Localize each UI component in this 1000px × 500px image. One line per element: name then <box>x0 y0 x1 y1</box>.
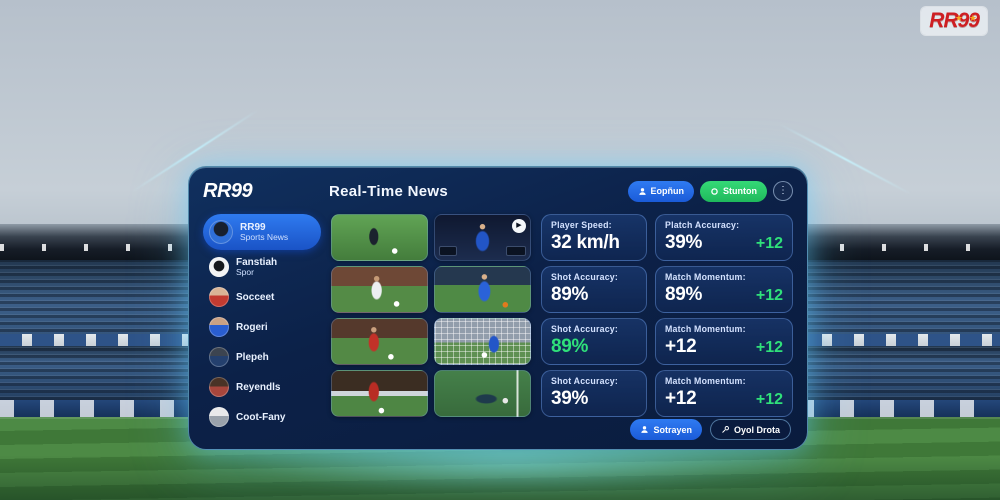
panel-header: RR99 Real-Time News Eopñun Stunton ⋮ <box>189 167 807 209</box>
play-icon[interactable]: ▶ <box>512 219 526 233</box>
settings-button-label: Oyol Drota <box>733 424 780 435</box>
stat-value: 32 km/h <box>551 232 620 253</box>
status-button-label: Stunton <box>723 186 757 196</box>
stat-label: Shot Accuracy: <box>551 376 619 386</box>
sidebar-item-plepeh[interactable]: Plepeh <box>203 344 321 370</box>
video-thumbnail[interactable] <box>331 370 428 417</box>
star-icon: ★ <box>968 13 977 23</box>
person-icon <box>638 187 647 196</box>
account-button[interactable]: Eopñun <box>627 180 694 202</box>
app-logo: RR99 <box>203 179 253 202</box>
corner-brand-logo: RR99 ★ ★ <box>921 7 987 35</box>
status-button[interactable]: Stunton <box>700 180 767 202</box>
sidebar-item-sublabel: Spor <box>236 266 254 277</box>
sidebar-item-reyendls[interactable]: Reyendls <box>203 374 321 400</box>
stat-label: Match Momentum: <box>665 376 746 386</box>
stat-label: Match Momentum: <box>665 272 746 282</box>
sidebar-item-socceet[interactable]: Socceet <box>203 284 321 310</box>
star-icon: ★ <box>954 13 963 23</box>
stat-value: 89% <box>551 284 589 305</box>
video-thumbnail[interactable] <box>434 370 531 417</box>
stat-card-match-momentum: Match Momentum: 89% +12 <box>655 266 793 313</box>
avatar <box>209 287 229 307</box>
sidebar-item-label: Socceet <box>236 291 275 303</box>
sidebar-item-label: Reyendls <box>236 381 281 393</box>
stat-value: +12 <box>665 336 697 357</box>
panel-body: RR99 Sports News Fanstiah Spor Socceet R… <box>189 209 807 430</box>
sidebar-item-coot-fany[interactable]: Coot-Fany <box>203 404 321 430</box>
stat-value: +12 <box>665 388 697 409</box>
sidebar-item-label: Coot-Fany <box>236 411 286 423</box>
video-thumbnail[interactable] <box>331 318 428 365</box>
subscribe-button-label: Sotrayen <box>653 424 692 435</box>
stat-delta: +12 <box>755 287 783 304</box>
brand-text: RR99 <box>929 9 980 32</box>
stat-card-shot-accuracy: Shot Accuracy: 89% <box>541 318 647 365</box>
sports-news-panel: RR99 Real-Time News Eopñun Stunton ⋮ <box>188 166 808 450</box>
stat-delta: +12 <box>755 339 783 356</box>
avatar <box>209 317 229 337</box>
page-title: Real-Time News <box>329 182 448 200</box>
sidebar-item-label: Rogeri <box>236 321 268 333</box>
account-button-label: Eopñun <box>650 186 685 196</box>
panel-footer: Sotrayen Oyol Drota <box>630 419 791 440</box>
video-thumbnail[interactable] <box>434 266 531 313</box>
settings-button[interactable]: Oyol Drota <box>709 419 791 440</box>
video-thumbnail-grid: ▶ <box>331 214 531 430</box>
sidebar-item-rr99-sports-news[interactable]: RR99 Sports News <box>203 214 321 250</box>
stat-label: Match Momentum: <box>665 324 746 334</box>
sidebar-item-label: Fanstiah <box>236 256 278 268</box>
stats-grid: Player Speed: 32 km/h Platch Accuracy: 3… <box>541 214 793 430</box>
stat-value: 89% <box>551 336 589 357</box>
stat-card-shot-accuracy: Shot Accuracy: 89% <box>541 266 647 313</box>
avatar <box>209 377 229 397</box>
stat-label: Shot Accuracy: <box>551 272 619 282</box>
sidebar-item-fanstiah-spor[interactable]: Fanstiah Spor <box>203 254 321 280</box>
person-icon <box>640 425 649 434</box>
stat-label: Shot Accuracy: <box>551 324 619 334</box>
stat-value: 39% <box>551 388 589 409</box>
subscribe-button[interactable]: Sotrayen <box>630 419 702 440</box>
video-thumbnail[interactable] <box>331 214 428 261</box>
ring-icon <box>710 187 719 196</box>
header-actions: Eopñun Stunton ⋮ <box>627 180 793 202</box>
avatar <box>209 220 233 244</box>
stat-value: 89% <box>665 284 703 305</box>
stat-card-player-speed: Player Speed: 32 km/h <box>541 214 647 261</box>
video-thumbnail[interactable] <box>331 266 428 313</box>
kebab-menu-icon[interactable]: ⋮ <box>773 181 793 201</box>
stat-delta: +12 <box>755 235 783 252</box>
stat-card-match-momentum: Match Momentum: +12 +12 <box>655 318 793 365</box>
avatar <box>209 347 229 367</box>
stat-label: Platch Accuracy: <box>665 220 740 230</box>
avatar <box>209 407 229 427</box>
stat-label: Player Speed: <box>551 220 612 230</box>
sidebar-item-label: Plepeh <box>236 351 269 363</box>
stat-card-platch-accuracy: Platch Accuracy: 39% +12 <box>655 214 793 261</box>
stat-card-match-momentum: Match Momentum: +12 +12 <box>655 370 793 417</box>
stat-card-shot-accuracy: Shot Accuracy: 39% <box>541 370 647 417</box>
sidebar-item-rogeri[interactable]: Rogeri <box>203 314 321 340</box>
video-thumbnail[interactable] <box>434 318 531 365</box>
sidebar: RR99 Sports News Fanstiah Spor Socceet R… <box>203 214 321 430</box>
stat-delta: +12 <box>755 391 783 408</box>
avatar <box>209 257 229 277</box>
wrench-icon <box>721 425 730 434</box>
stat-value: 39% <box>665 232 703 253</box>
video-thumbnail[interactable]: ▶ <box>434 214 531 261</box>
sidebar-item-sublabel: Sports News <box>240 231 289 242</box>
sidebar-item-label: RR99 <box>240 221 266 233</box>
